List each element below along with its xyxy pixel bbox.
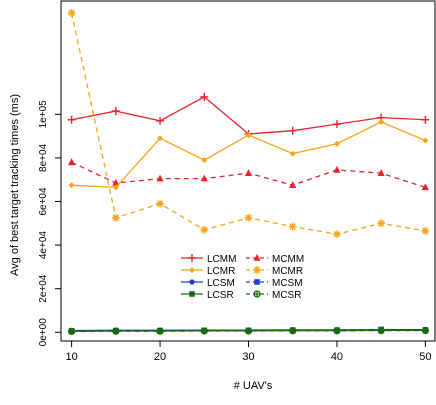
data-point-lcmr: [422, 137, 429, 144]
series-mcmr: [67, 8, 430, 239]
legend-label: LCSM: [207, 278, 235, 289]
legend-item-mcmm: MCMM: [246, 254, 304, 265]
data-point-mcmr: [332, 230, 341, 239]
legend-label: LCMR: [207, 266, 235, 277]
data-point-mcmr: [200, 225, 209, 234]
legend-label: LCMM: [207, 254, 236, 265]
data-point-lcmr: [112, 184, 119, 191]
data-point-mcsr: [156, 327, 164, 335]
data-point-mcsr: [289, 327, 297, 335]
legend-item-lcmm: LCMM: [181, 254, 236, 265]
data-point-mcmr: [67, 8, 76, 17]
x-tick-label: 50: [419, 351, 431, 363]
x-tick-label: 10: [65, 351, 77, 363]
series-mcmm: [68, 158, 429, 191]
series-line-mcmr: [70, 12, 426, 235]
legend-marker: [189, 291, 195, 297]
x-tick-label: 30: [242, 351, 254, 363]
data-point-lcmr: [289, 150, 296, 157]
data-point-lcmr: [378, 118, 385, 125]
legend-item-mcmr: MCMR: [246, 266, 303, 277]
data-point-mcmr: [421, 226, 430, 235]
data-point-mcsr: [377, 326, 385, 335]
data-point-mcsr: [244, 327, 253, 335]
data-point-mcsr: [112, 327, 120, 335]
data-point-mcsr: [333, 327, 341, 335]
data-point-mcmm: [377, 169, 385, 176]
data-point-lcmr: [68, 182, 75, 189]
legend-marker: [253, 290, 261, 298]
data-point-mcmr: [244, 213, 253, 222]
data-point-mcsr: [200, 327, 208, 335]
series-mcsr: [67, 326, 430, 336]
legend-marker: [189, 267, 195, 273]
data-point-lcmm: [288, 126, 297, 135]
data-point-mcsr: [421, 326, 430, 335]
data-point-mcsr: [67, 327, 76, 336]
legend-item-lcmr: LCMR: [181, 266, 235, 277]
data-point-mcmm: [112, 178, 120, 186]
data-point-mcmm: [244, 169, 253, 176]
data-point-lcmm: [111, 107, 120, 116]
data-point-lcmm: [156, 116, 165, 125]
y-tick-label: 8e+04: [38, 143, 49, 172]
y-tick-label: 0e+00: [38, 318, 49, 347]
data-point-lcmr: [333, 140, 340, 147]
data-point-mcmr: [377, 219, 386, 228]
data-point-lcmm: [200, 92, 209, 101]
series-line-lcmm: [71, 96, 426, 135]
data-point-mcmr: [111, 213, 120, 222]
data-point-mcmm: [289, 181, 297, 188]
legend-label: MCSR: [272, 290, 301, 301]
y-tick-label: 2e+04: [38, 274, 49, 303]
legend-marker: [253, 254, 261, 261]
data-point-lcmm: [67, 115, 76, 124]
series-lcmr: [68, 118, 429, 191]
x-axis-title: # UAV's: [234, 380, 273, 392]
y-axis-title: Avg of best target tracking times (ms): [9, 94, 21, 276]
data-point-mcmm: [333, 165, 341, 173]
series-lcmm: [67, 92, 430, 138]
legend-item-mcsm: MCSM: [246, 278, 303, 289]
data-point-mcmr: [156, 199, 165, 208]
legend-item-lcsr: LCSR: [181, 290, 234, 301]
data-point-lcmr: [157, 135, 164, 142]
legend-marker: [189, 279, 195, 285]
data-point-mcmm: [200, 174, 208, 182]
data-point-lcmr: [245, 132, 252, 139]
legend-item-lcsm: LCSM: [181, 278, 235, 289]
legend-marker: [253, 266, 261, 274]
legend-label: MCSM: [272, 278, 303, 289]
legend-label: MCMR: [272, 266, 303, 277]
data-point-lcmr: [201, 157, 208, 164]
data-point-lcmm: [421, 115, 430, 124]
y-tick-label: 1e+05: [38, 100, 49, 129]
y-tick-label: 6e+04: [38, 187, 49, 216]
legend-label: LCSR: [207, 290, 234, 301]
legend-label: MCMM: [272, 254, 304, 265]
y-tick-label: 4e+04: [38, 231, 49, 260]
data-point-lcmm: [332, 120, 341, 129]
series-line-mcsr: [71, 329, 426, 333]
x-tick-label: 20: [154, 351, 166, 363]
x-tick-label: 40: [331, 351, 343, 363]
legend-marker: [254, 279, 260, 285]
legend-item-mcsr: MCSR: [246, 290, 301, 301]
data-point-mcmm: [68, 158, 76, 166]
data-point-mcmm: [421, 183, 429, 191]
legend-marker: [188, 254, 196, 262]
data-point-mcmm: [156, 174, 164, 182]
data-point-mcmr: [288, 222, 297, 231]
